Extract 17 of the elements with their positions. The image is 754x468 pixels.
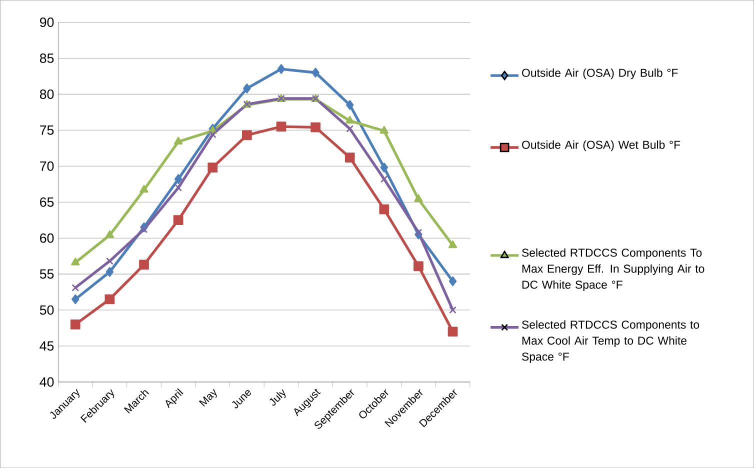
x-tick-label: May [199, 388, 217, 406]
y-tick-label: 85 [40, 53, 54, 63]
y-tick-label: 55 [40, 269, 54, 279]
y-tick-label: 70 [40, 161, 54, 171]
y-tick-label: 65 [40, 197, 54, 207]
y-tick-label: 75 [40, 125, 54, 135]
x-tick-label: July [270, 389, 286, 406]
y-tick-label: 40 [40, 377, 54, 387]
y-tick-label: 60 [40, 233, 54, 243]
y-tick-label: 45 [40, 341, 54, 351]
y-tick-label: 50 [40, 305, 54, 315]
legend-label: Outside Air (OSA) Dry Bulb °F [522, 68, 678, 80]
y-tick-label: 80 [40, 89, 54, 99]
legend-label: Selected RTDCCS Components to Max Cool Air Temp to DC White Space °F [522, 320, 700, 363]
y-tick-label: 90 [40, 17, 54, 27]
legend-label: Selected RTDCCS Components To Max Energy Eff. In Supplying Air to DC White Space °F [522, 248, 704, 291]
legend-label: Outside Air (OSA) Wet Bulb °F [522, 140, 680, 151]
